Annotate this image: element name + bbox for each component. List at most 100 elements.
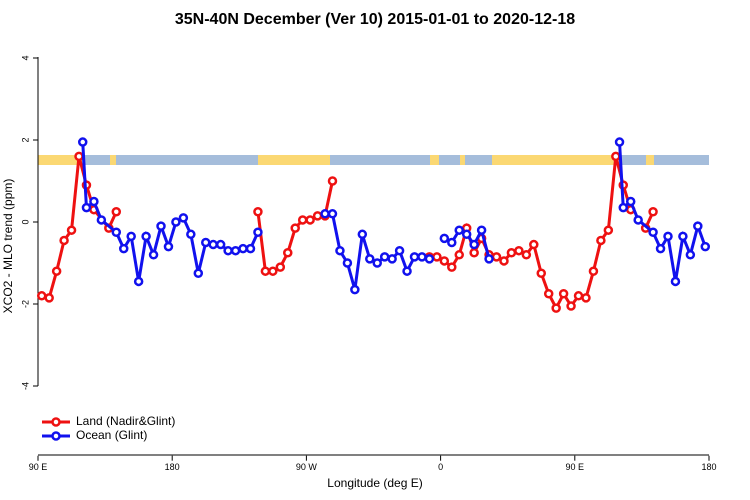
data-point [81,202,92,213]
x-tick-label: 90 W [296,462,318,472]
data-point [700,241,711,252]
data-point [693,221,703,231]
data-point [454,225,464,235]
data-point [36,291,47,301]
y-tick-label: 2 [20,137,30,142]
data-point [424,254,435,264]
legend-label: Land (Nadir&Glint) [76,414,175,428]
data-point [551,303,561,313]
land-band [646,155,654,165]
legend-marker [51,417,61,427]
data-point [506,248,517,258]
land-band [38,155,82,165]
data-point [193,268,204,278]
data-point [461,229,472,240]
data-point [312,211,323,221]
data-point [111,227,122,237]
data-point [178,213,189,223]
data-point [253,207,263,217]
data-point [588,266,599,276]
x-tick-label: 180 [701,462,716,472]
data-point [357,229,368,240]
data-point [499,256,509,266]
data-point [558,289,569,299]
data-point [148,250,159,260]
x-tick-label: 180 [165,462,180,472]
data-point [74,151,84,162]
x-tick-label: 90 E [29,462,48,472]
data-point [655,243,666,254]
data-point [238,243,248,254]
data-point [268,266,278,276]
data-point [476,225,487,235]
data-point [126,231,136,242]
data-point [253,227,263,237]
data-point [566,301,576,311]
data-point [118,243,129,254]
data-point [163,241,174,252]
data-point [111,207,122,217]
x-tick-label: 0 [438,462,443,472]
data-point [320,209,330,219]
data-point [648,207,658,217]
data-point [171,217,181,227]
data-point [201,237,211,248]
data-point [633,215,643,225]
data-point [66,225,77,235]
data-point [230,245,241,256]
data-point [469,239,479,250]
y-tick-label: -2 [20,300,30,308]
data-point [581,293,591,303]
data-point [484,254,494,264]
land-band [258,155,330,165]
data-point [59,235,69,246]
data-point [96,215,107,225]
data-point [297,215,308,225]
y-tick-label: 0 [20,219,30,224]
ocean-band [38,155,709,165]
data-point [342,258,353,268]
data-point [447,262,457,272]
data-point [543,289,554,299]
data-point [208,239,218,250]
data-point [603,225,614,235]
data-point [614,137,625,147]
data-point [573,291,584,301]
land-ocean-band [38,155,709,165]
land-band [492,155,618,165]
data-point [447,237,457,248]
data-point [133,276,144,287]
data-point [596,235,606,246]
land-band [430,155,439,165]
chart-title: 35N-40N December (Ver 10) 2015-01-01 to … [175,11,575,28]
data-point [439,256,450,266]
data-point [521,250,532,260]
data-point [327,176,338,186]
data-point [305,215,315,225]
data-point [77,137,88,147]
data-point [678,231,688,242]
data-point [372,258,382,268]
data-point [379,252,390,262]
data-point [491,252,502,262]
data-point [260,266,271,276]
y-axis-label: XCO2 - MLO trend (ppm) [1,179,15,314]
data-point [275,262,286,272]
data-point [365,254,375,264]
data-point [394,245,405,256]
data-point [327,209,338,219]
data-point [663,231,673,242]
data-point [618,202,629,213]
y-tick-label: -4 [20,382,30,390]
data-point [611,151,621,162]
data-point [89,196,99,207]
data-point [186,229,196,240]
land-band [460,155,465,165]
data-point [335,245,345,256]
data-point [402,266,412,276]
x-tick-label: 90 E [566,462,585,472]
data-point [156,221,166,231]
data-point [432,252,442,262]
data-point [454,250,464,260]
